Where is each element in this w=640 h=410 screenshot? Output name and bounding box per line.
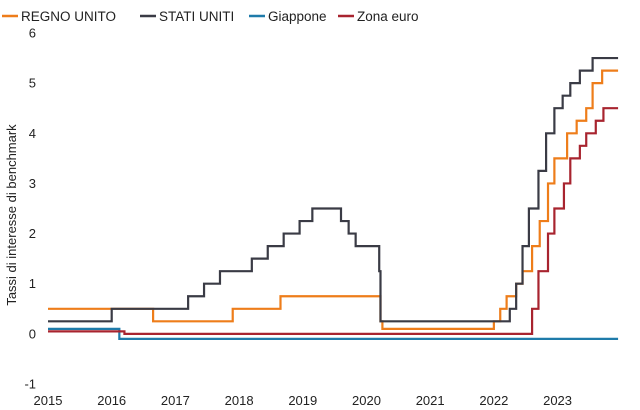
legend-item-zona-euro: Zona euro bbox=[338, 9, 419, 24]
x-tick-label: 2022 bbox=[479, 393, 508, 408]
x-tick-label: 2017 bbox=[161, 393, 190, 408]
y-tick-label: 6 bbox=[29, 26, 36, 41]
x-axis-ticks: 2015 2016 2017 2018 2019 2020 2021 2022 2023 bbox=[34, 393, 572, 408]
x-tick-label: 2020 bbox=[352, 393, 381, 408]
y-axis-title: Tassi di interesse di benchmark bbox=[4, 124, 19, 306]
y-tick-label: 0 bbox=[29, 326, 36, 341]
x-tick-label: 2019 bbox=[288, 393, 317, 408]
x-tick-label: 2021 bbox=[416, 393, 445, 408]
legend-item-giappone: Giappone bbox=[249, 9, 327, 24]
y-tick-label: 3 bbox=[29, 176, 36, 191]
legend-item-stati-uniti: STATI UNITI bbox=[140, 9, 234, 24]
legend-label: Giappone bbox=[268, 9, 327, 24]
y-tick-label: -1 bbox=[24, 377, 36, 392]
y-tick-label: 1 bbox=[29, 276, 36, 291]
legend-label: Zona euro bbox=[357, 9, 419, 24]
x-tick-label: 2023 bbox=[543, 393, 572, 408]
series-line-zona-euro bbox=[48, 107, 619, 335]
legend-label: REGNO UNITO bbox=[21, 9, 116, 24]
y-tick-label: 4 bbox=[29, 126, 36, 141]
series-line-stati-uniti bbox=[48, 56, 619, 323]
y-tick-label: 5 bbox=[29, 76, 36, 91]
legend-label: STATI UNITI bbox=[159, 9, 234, 24]
legend-item-regno-unito: REGNO UNITO bbox=[2, 9, 116, 24]
series-line-regno-unito bbox=[48, 69, 619, 330]
series-line-giappone bbox=[48, 327, 619, 340]
x-tick-label: 2015 bbox=[34, 393, 63, 408]
x-tick-label: 2016 bbox=[97, 393, 126, 408]
y-tick-label: 2 bbox=[29, 226, 36, 241]
y-axis-ticks: -1 0 1 2 3 4 5 6 bbox=[24, 26, 36, 392]
x-tick-label: 2018 bbox=[225, 393, 254, 408]
series-lines bbox=[48, 56, 619, 340]
legend: REGNO UNITO STATI UNITI Giappone Zona euro bbox=[2, 9, 419, 24]
